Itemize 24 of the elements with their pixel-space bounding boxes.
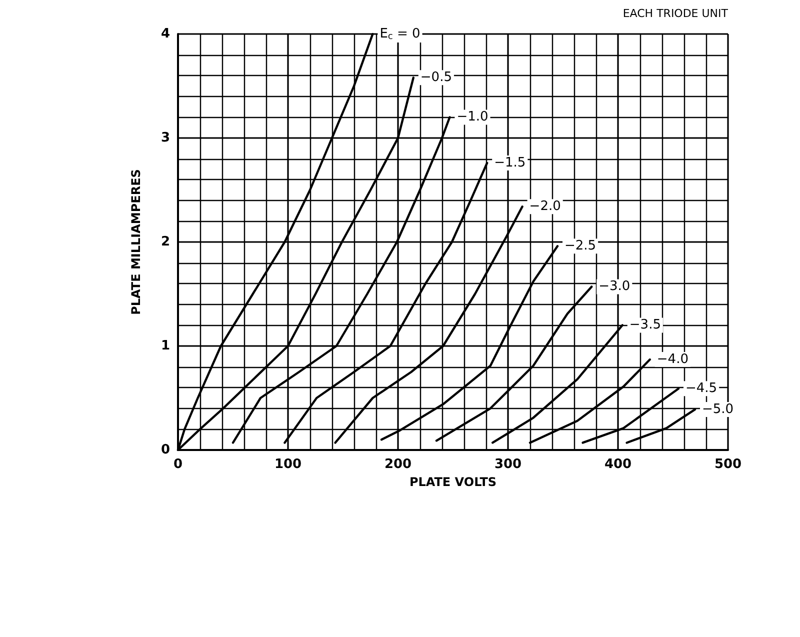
y-tick-label: 1 (160, 338, 170, 354)
series-label: −5.0 (702, 402, 734, 417)
x-tick-label: 200 (384, 457, 412, 472)
series-label: −1.0 (456, 110, 488, 125)
y-tick-label: 2 (160, 234, 170, 250)
y-axis-title: PLATE MILLIAMPERES (129, 169, 143, 315)
x-tick-label: 100 (274, 457, 302, 472)
series-label: −2.5 (564, 238, 596, 254)
series-label: −1.5 (494, 155, 526, 170)
x-axis-title: PLATE VOLTS (409, 475, 497, 489)
x-tick-label: 400 (604, 457, 632, 472)
text: EACH TRIODE UNIT (622, 7, 728, 20)
series-label: −4.0 (656, 352, 688, 368)
series-label: −4.5 (686, 381, 718, 396)
series-label: −2.0 (529, 199, 561, 214)
series-label: −3.5 (629, 318, 661, 333)
x-tick-label: 0 (173, 457, 183, 472)
x-tick-label: 300 (494, 457, 522, 472)
series-label: −3.0 (598, 279, 630, 294)
y-tick-label: 4 (160, 26, 170, 42)
y-tick-label: 3 (160, 130, 170, 146)
series-label: −0.5 (420, 70, 452, 86)
y-tick-label: 0 (160, 442, 170, 458)
x-tick-label: 500 (714, 457, 742, 472)
